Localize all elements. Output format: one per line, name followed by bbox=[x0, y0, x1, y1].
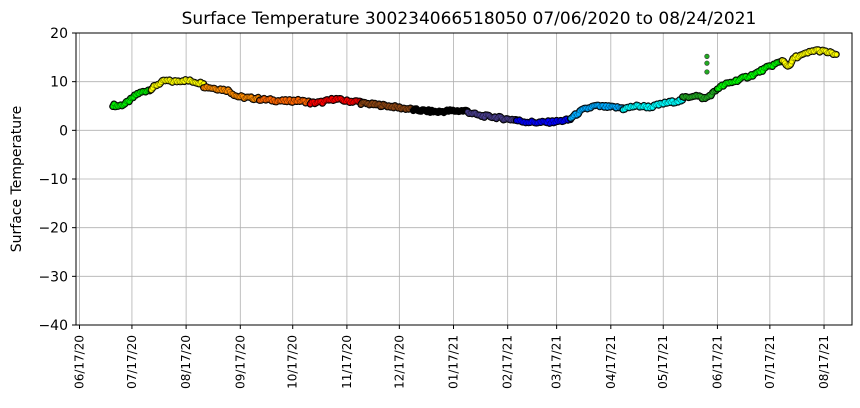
x-tick-label: 11/17/20 bbox=[340, 335, 354, 389]
outlier-point bbox=[704, 53, 710, 59]
x-tick-label: 02/17/21 bbox=[501, 335, 515, 389]
chart-title: Surface Temperature 300234066518050 07/0… bbox=[182, 9, 757, 29]
y-axis-label: Surface Temperature bbox=[9, 106, 25, 252]
y-tick-label: 0 bbox=[59, 123, 68, 139]
series-8 bbox=[512, 115, 575, 127]
y-tick-label: 20 bbox=[50, 26, 68, 42]
x-axis-ticks: 06/17/20 07/17/20 08/17/20 09/17/20 10/17/20… bbox=[72, 325, 831, 389]
series-4 bbox=[306, 94, 365, 108]
series-6 bbox=[409, 105, 471, 117]
y-axis-ticks: 20 10 0 −10 −20 −30 −40 bbox=[38, 26, 76, 334]
outlier-points bbox=[704, 53, 710, 75]
series-9 bbox=[567, 101, 627, 122]
y-tick-label: −10 bbox=[38, 172, 68, 188]
series-1 bbox=[147, 76, 208, 94]
grid-lines bbox=[76, 32, 852, 326]
x-tick-label: 09/17/20 bbox=[233, 335, 247, 389]
series-13 bbox=[778, 46, 840, 70]
x-tick-label: 08/17/21 bbox=[817, 335, 831, 389]
y-tick-label: −20 bbox=[38, 221, 68, 237]
x-tick-label: 05/17/21 bbox=[656, 335, 670, 389]
x-tick-label: 01/17/21 bbox=[447, 335, 461, 389]
series-7 bbox=[464, 108, 520, 124]
data-point bbox=[833, 52, 839, 57]
series-10 bbox=[619, 96, 686, 114]
x-tick-label: 12/17/20 bbox=[392, 335, 406, 389]
x-tick-label: 06/17/21 bbox=[710, 335, 724, 389]
y-tick-label: 10 bbox=[50, 75, 68, 91]
series-2 bbox=[200, 83, 263, 104]
x-tick-label: 03/17/21 bbox=[550, 335, 564, 389]
y-tick-label: −30 bbox=[38, 269, 68, 285]
series-5 bbox=[357, 98, 417, 113]
x-tick-label: 10/17/20 bbox=[286, 335, 300, 389]
data-series bbox=[109, 46, 840, 127]
outlier-point bbox=[704, 60, 710, 66]
x-tick-label: 08/17/20 bbox=[179, 335, 193, 389]
series-3 bbox=[256, 94, 314, 107]
y-tick-label: −40 bbox=[38, 318, 68, 334]
series-0 bbox=[109, 85, 155, 111]
outlier-point bbox=[704, 69, 710, 75]
series-12 bbox=[713, 57, 786, 93]
x-tick-label: 07/17/20 bbox=[125, 335, 139, 389]
x-tick-label: 07/17/21 bbox=[763, 335, 777, 389]
x-tick-label: 04/17/21 bbox=[604, 335, 618, 389]
x-tick-label: 06/17/20 bbox=[72, 335, 86, 389]
series-11 bbox=[679, 85, 721, 103]
